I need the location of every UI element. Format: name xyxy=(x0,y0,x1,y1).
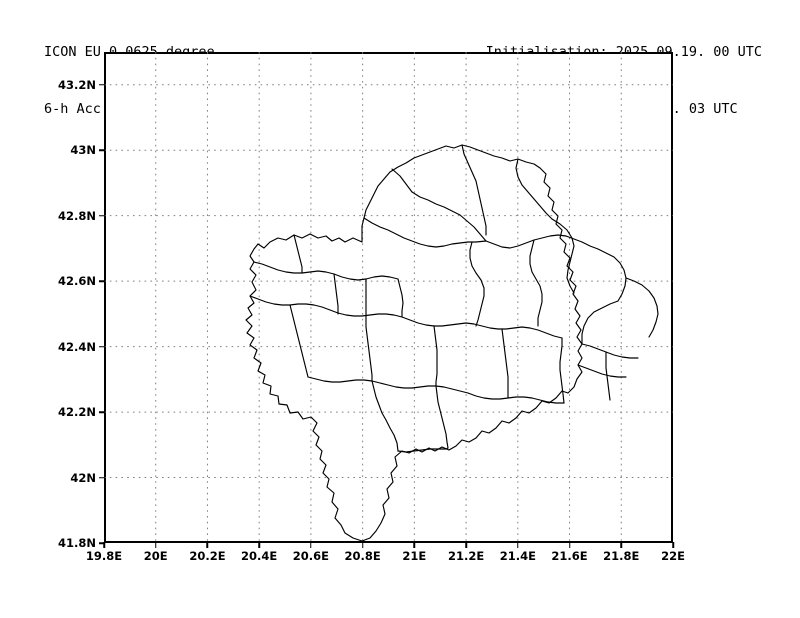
boundary-internal-s5 xyxy=(433,325,438,387)
y-axis-tick-mark xyxy=(99,280,105,282)
x-axis-tick-mark xyxy=(517,542,519,548)
plot-frame-border xyxy=(104,52,673,543)
kosovo-municipal-boundaries xyxy=(245,144,659,542)
y-axis-tick-label: 41.8N xyxy=(58,536,96,550)
y-axis-tick-mark xyxy=(99,149,105,151)
x-axis-tick-mark xyxy=(206,542,209,548)
map-plot-area xyxy=(104,52,673,543)
boundary-internal-e5 xyxy=(625,277,659,338)
boundary-internal-s10 xyxy=(435,385,449,449)
x-axis-tick-mark xyxy=(620,542,623,548)
boundary-internal-c3 xyxy=(333,273,339,315)
x-axis-tick-mark xyxy=(361,542,364,548)
y-axis-tick-mark xyxy=(99,411,105,413)
boundary-internal-s3 xyxy=(307,376,469,394)
boundary-internal-e4 xyxy=(581,300,619,345)
boundary-internal-s7 xyxy=(501,328,509,399)
x-axis-tick-label: 20E xyxy=(143,549,168,563)
boundary-internal-s6 xyxy=(467,392,565,404)
y-axis-tick-label: 42.2N xyxy=(58,405,96,420)
boundary-internal-s2 xyxy=(289,304,309,378)
x-axis-tick-label: 21.6E xyxy=(551,549,588,563)
boundary-internal-c8 xyxy=(565,235,627,302)
y-axis-tick-label: 42.4N xyxy=(58,339,96,354)
boundary-internal-s1 xyxy=(293,234,303,274)
boundary-internal-c5 xyxy=(401,316,563,339)
boundary-internal-n1 xyxy=(391,168,487,242)
boundary-internal-c2 xyxy=(249,295,403,318)
boundary-internal-c6 xyxy=(469,241,485,327)
x-axis-tick-mark xyxy=(310,542,312,548)
boundary-internal-e3 xyxy=(605,351,611,401)
x-axis-tick-mark xyxy=(103,542,105,548)
boundary-internal-n6 xyxy=(551,218,575,294)
boundary-internal-n5 xyxy=(363,217,487,248)
x-axis-tick-label: 20.6E xyxy=(292,549,330,563)
y-axis-tick-label: 43.2N xyxy=(58,77,96,92)
boundary-internal-s11 xyxy=(397,447,449,453)
boundary-internal-s9 xyxy=(371,380,399,452)
y-axis-tick-mark xyxy=(99,83,105,86)
boundary-internal-n2 xyxy=(461,144,487,236)
x-axis-tick-mark xyxy=(413,542,416,548)
x-axis-tick-mark xyxy=(154,542,157,548)
boundary-internal-c1 xyxy=(253,261,399,281)
x-axis-tick-label: 21.2E xyxy=(447,549,485,563)
y-axis-tick-mark xyxy=(99,214,105,217)
y-axis-tick-mark xyxy=(99,542,105,544)
x-axis-tick-mark xyxy=(568,542,571,548)
x-axis-tick-mark xyxy=(465,542,467,548)
x-axis-tick-label: 20.2E xyxy=(189,549,226,563)
boundary-internal-n3 xyxy=(515,158,553,220)
y-axis-tick-label: 43N xyxy=(70,143,96,158)
x-axis-tick-label: 21E xyxy=(402,549,427,563)
x-axis-tick-label: 20.4E xyxy=(241,549,278,563)
boundary-internal-c4 xyxy=(397,278,404,318)
x-axis-tick-label: 20.8E xyxy=(344,549,381,563)
y-axis-tick-label: 42N xyxy=(70,470,96,485)
y-axis-tick-label: 42.6N xyxy=(58,274,96,289)
x-axis-tick-mark xyxy=(672,542,674,548)
x-axis-tick-label: 21.8E xyxy=(603,549,640,563)
y-axis-tick-mark xyxy=(99,476,105,479)
x-axis-tick-mark xyxy=(258,542,260,548)
lat-lon-gridlines xyxy=(104,52,673,543)
x-axis-tick-label: 22E xyxy=(661,549,685,563)
boundary-internal-s4 xyxy=(365,278,373,382)
x-axis-tick-label: 19.8E xyxy=(85,549,123,563)
y-axis-tick-label: 42.8N xyxy=(58,208,96,223)
y-axis-tick-mark xyxy=(99,345,105,348)
boundary-internal-n4 xyxy=(485,234,567,249)
boundary-internal-s8 xyxy=(559,337,565,404)
x-axis-tick-label: 21.4E xyxy=(499,549,536,563)
boundary-internal-e2 xyxy=(577,364,627,378)
boundary-internal-e1 xyxy=(581,343,639,359)
boundary-internal-c7 xyxy=(529,239,543,327)
national-boundary-outline xyxy=(245,144,583,542)
